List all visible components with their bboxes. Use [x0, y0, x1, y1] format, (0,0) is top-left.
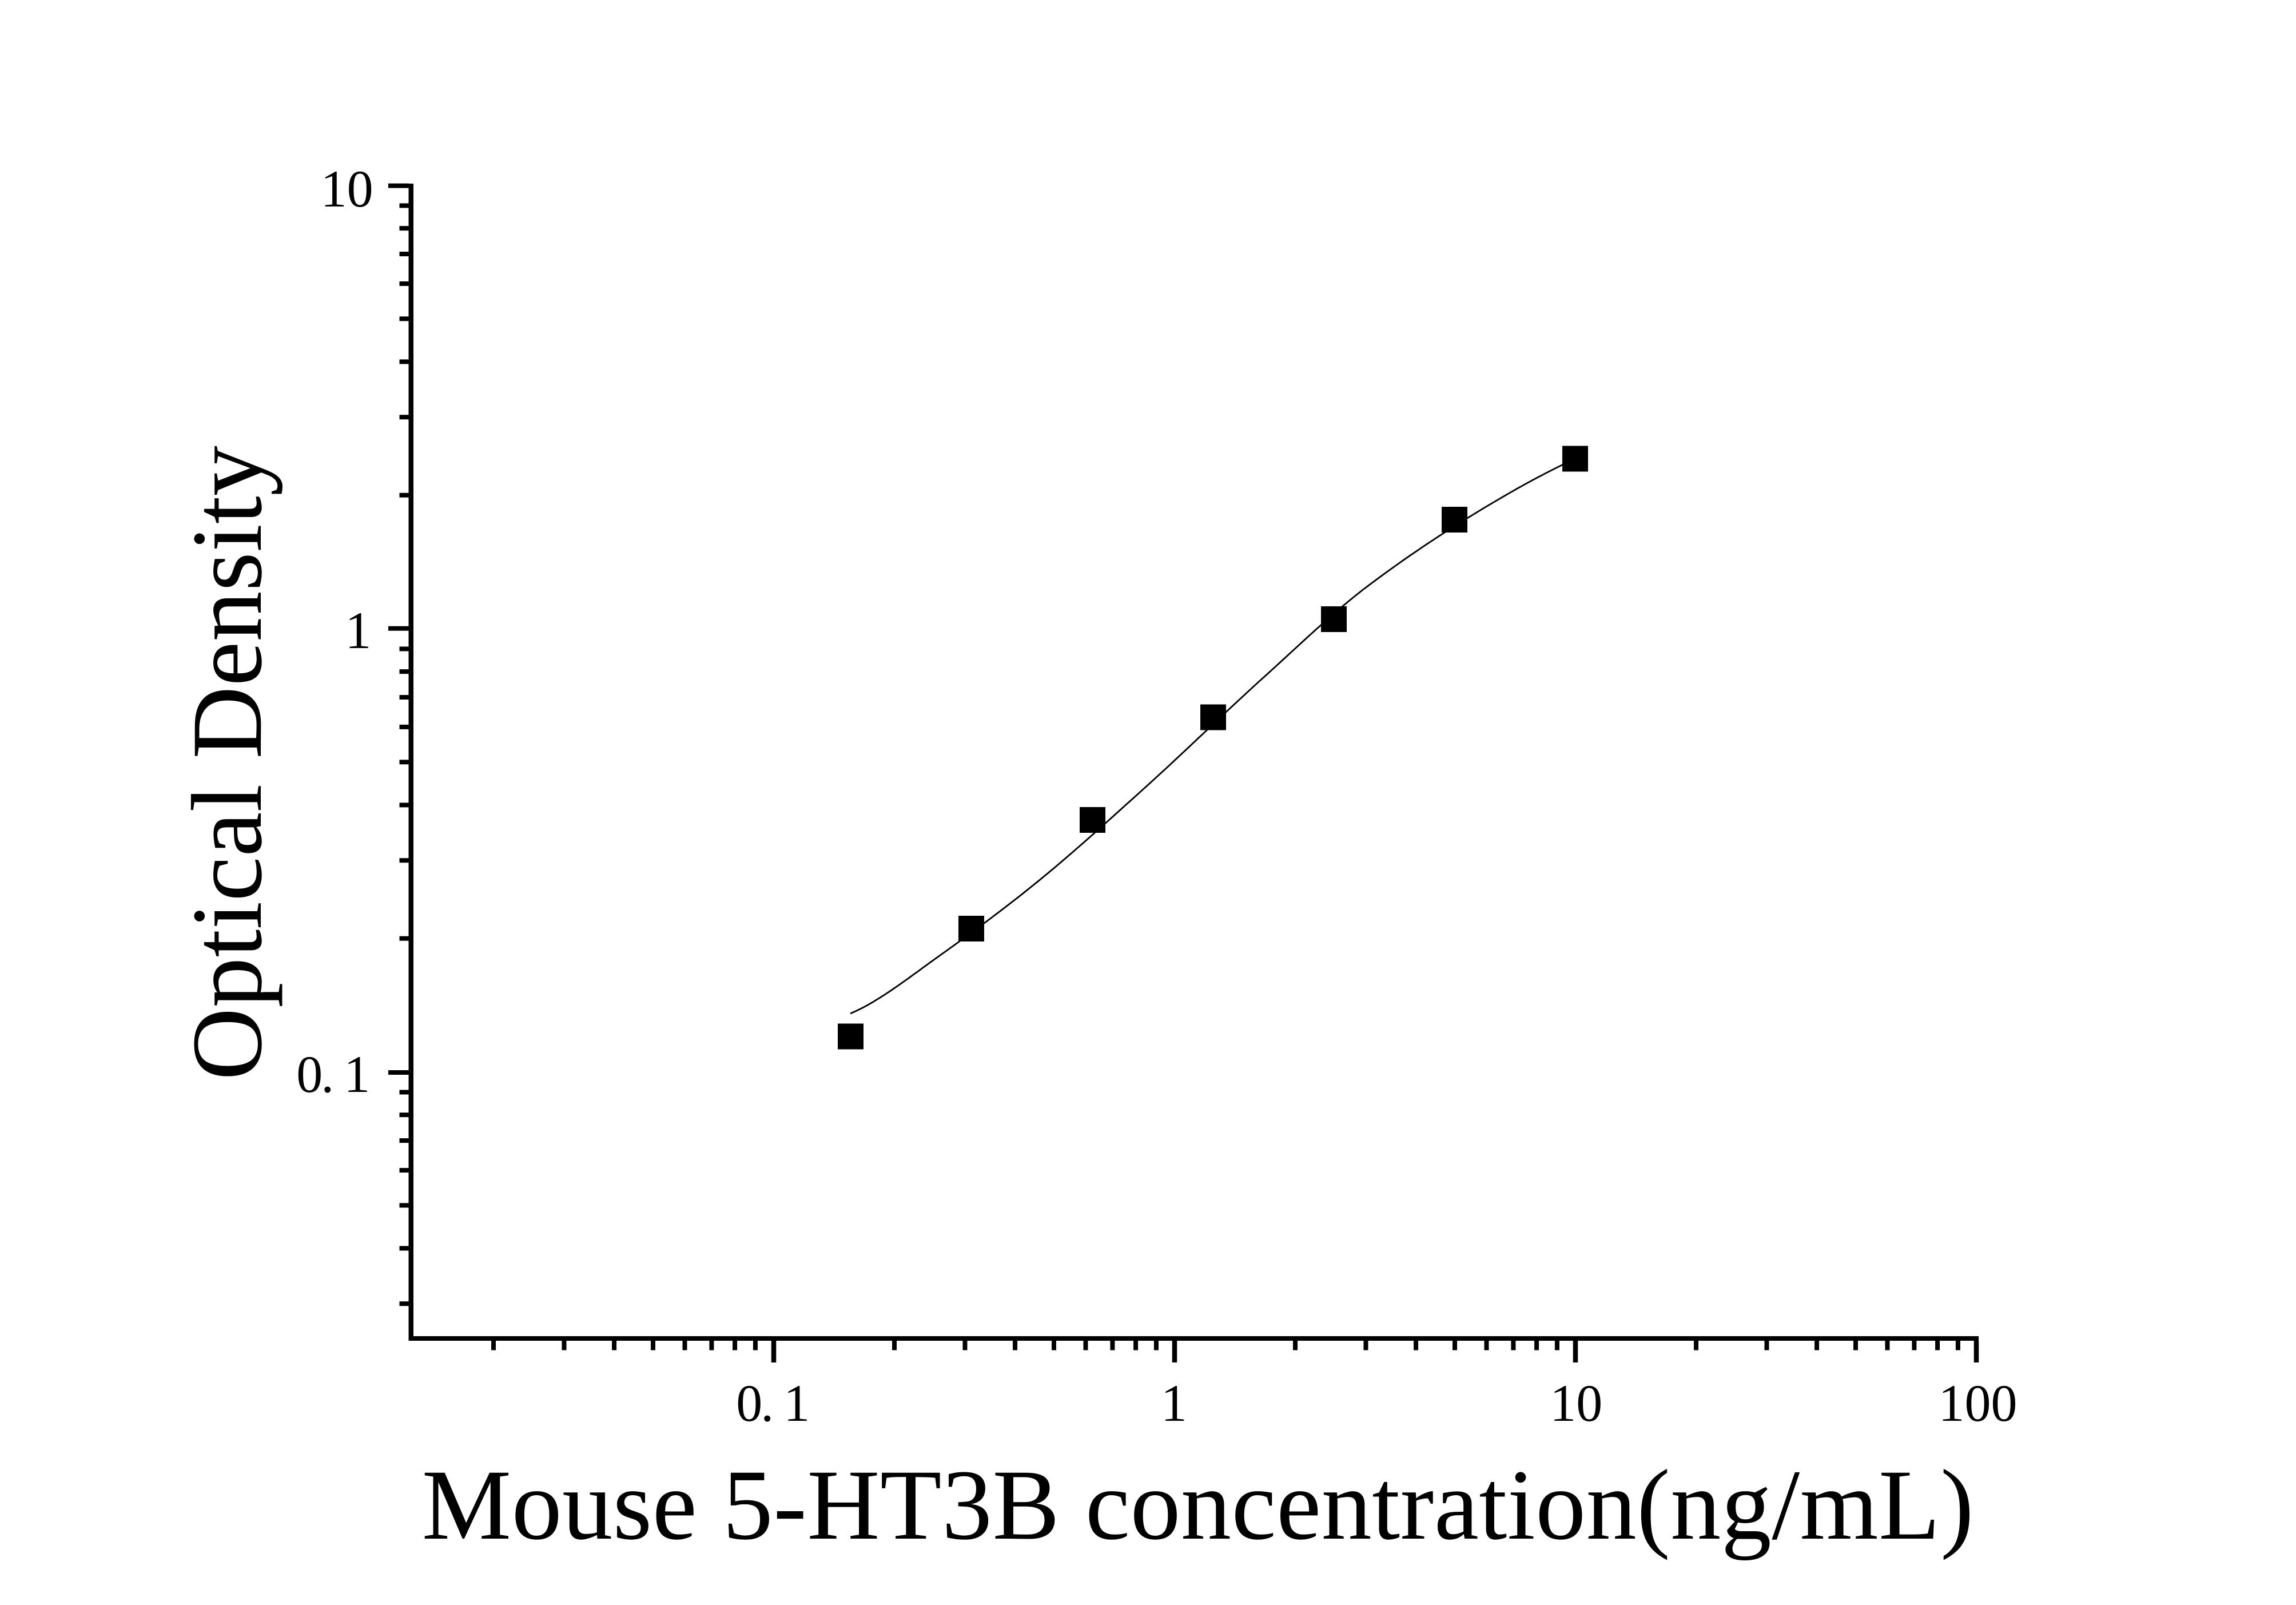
- svg-text:0. 1: 0. 1: [296, 1045, 368, 1103]
- svg-text:Optical Density: Optical Density: [172, 446, 283, 1080]
- svg-text:1: 1: [345, 601, 371, 660]
- svg-text:Mouse 5-HT3B concentration(ng/: Mouse 5-HT3B concentration(ng/mL): [422, 1449, 1975, 1561]
- svg-text:0. 1: 0. 1: [736, 1374, 808, 1432]
- svg-text:10: 10: [321, 160, 373, 218]
- svg-text:100: 100: [1939, 1374, 2018, 1432]
- svg-text:10: 10: [1550, 1374, 1602, 1432]
- svg-text:1: 1: [1161, 1374, 1187, 1432]
